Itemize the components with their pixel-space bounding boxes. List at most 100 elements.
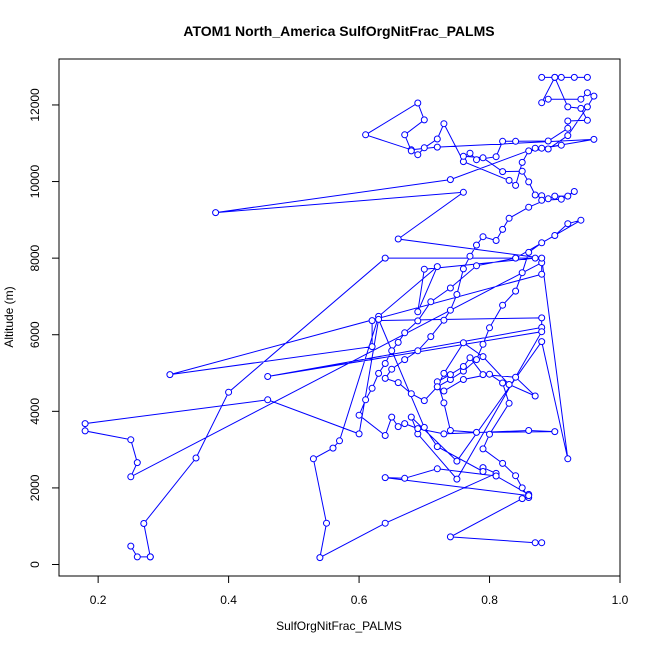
data-point: [486, 430, 493, 438]
data-point: [414, 317, 422, 325]
data-point: [479, 340, 487, 348]
data-point: [394, 338, 402, 346]
data-point: [433, 143, 441, 151]
data-point: [446, 284, 454, 292]
data-point: [538, 73, 546, 81]
data-point: [466, 149, 474, 157]
data-point: [564, 132, 572, 140]
data-point: [492, 237, 500, 244]
data-point: [538, 99, 546, 107]
data-point: [583, 116, 591, 124]
data-point: [557, 73, 565, 81]
data-point: [518, 495, 526, 503]
y-tick-label: 0: [28, 561, 42, 568]
data-point: [531, 392, 539, 400]
data-point: [355, 430, 363, 438]
data-point: [492, 472, 500, 480]
data-point: [538, 239, 546, 247]
data-point: [459, 376, 467, 383]
data-point: [486, 324, 493, 332]
data-point: [525, 248, 533, 256]
x-axis-label: SulfOrgNitFrac_PALMS: [276, 619, 402, 633]
data-point: [433, 135, 441, 143]
data-point: [166, 371, 174, 379]
data-point: [551, 232, 559, 239]
data-point: [433, 383, 441, 391]
y-tick-label: 4000: [28, 398, 42, 425]
data-point: [531, 539, 539, 547]
data-point: [81, 420, 89, 428]
data-point: [440, 387, 448, 395]
data-point: [375, 369, 383, 377]
data-point: [459, 339, 467, 347]
data-point: [531, 191, 539, 199]
data-point: [420, 144, 428, 152]
data-point: [512, 254, 520, 262]
series-line: [84, 76, 595, 559]
data-point: [577, 216, 585, 224]
data-point: [401, 329, 409, 337]
data-point: [473, 428, 480, 436]
data-point: [583, 89, 591, 97]
data-point: [446, 533, 454, 541]
y-tick-label: 10000: [28, 165, 42, 199]
data-point: [407, 390, 415, 398]
data-point: [590, 92, 598, 100]
data-point: [414, 308, 422, 316]
data-point: [362, 396, 370, 404]
data-point: [525, 427, 533, 434]
data-point: [538, 539, 546, 547]
data-point: [368, 343, 376, 351]
data-point: [446, 427, 454, 434]
data-point: [531, 144, 539, 152]
data-point: [505, 381, 513, 388]
data-point: [401, 131, 409, 139]
data-point: [133, 553, 141, 561]
data-point: [499, 379, 507, 387]
data-point: [492, 153, 500, 161]
data-point: [394, 423, 402, 431]
data-point: [420, 265, 428, 273]
data-point: [459, 188, 467, 196]
data-point: [459, 152, 467, 160]
data-point: [505, 176, 513, 184]
data-point: [459, 363, 467, 370]
data-point: [388, 347, 396, 355]
data-point: [479, 154, 487, 162]
data-point: [453, 457, 461, 465]
data-point: [512, 472, 520, 480]
data-point: [564, 103, 572, 111]
data-point: [538, 144, 546, 152]
data-point: [479, 233, 487, 241]
data-point: [440, 430, 448, 438]
data-point: [512, 373, 520, 381]
data-point: [479, 468, 487, 475]
data-point: [394, 379, 402, 387]
data-series: [81, 73, 598, 562]
data-point: [375, 315, 383, 323]
data-point: [551, 192, 559, 200]
data-point: [499, 225, 507, 233]
y-tick-label: 2000: [28, 474, 42, 501]
data-point: [329, 444, 337, 452]
data-point: [309, 455, 317, 463]
data-point: [551, 428, 559, 436]
data-point: [414, 151, 422, 159]
data-point: [525, 203, 533, 211]
data-point: [225, 388, 233, 396]
data-point: [564, 455, 572, 463]
data-point: [499, 459, 507, 467]
data-point: [505, 399, 513, 407]
data-point: [407, 147, 415, 155]
data-point: [473, 262, 480, 270]
data-point: [414, 99, 422, 107]
data-point: [518, 269, 526, 277]
data-point: [564, 124, 572, 132]
data-point: [564, 192, 572, 200]
data-point: [401, 420, 409, 428]
data-point: [577, 104, 585, 112]
data-point: [446, 306, 454, 314]
data-point: [381, 374, 389, 382]
data-point: [381, 254, 389, 262]
